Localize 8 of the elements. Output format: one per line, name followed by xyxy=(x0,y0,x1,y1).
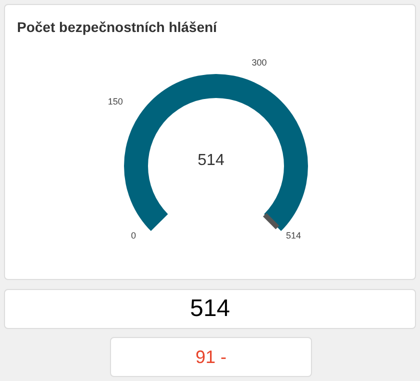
text: 300 xyxy=(252,58,267,68)
text: 0 xyxy=(131,230,136,240)
text: Počet bezpečnostních hlášení xyxy=(17,19,217,35)
text: 150 xyxy=(108,96,123,106)
text: 91 - xyxy=(195,346,227,368)
data-label: 514 xyxy=(198,152,224,170)
text: 514 xyxy=(286,230,301,240)
text: 514 xyxy=(190,295,230,323)
